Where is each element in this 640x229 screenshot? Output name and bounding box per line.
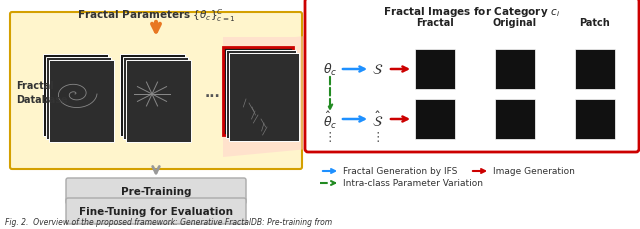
FancyBboxPatch shape bbox=[305, 0, 639, 152]
FancyBboxPatch shape bbox=[66, 198, 246, 224]
Text: Fractal: Fractal bbox=[416, 18, 454, 28]
Text: $\hat{\theta}_c$: $\hat{\theta}_c$ bbox=[323, 109, 337, 130]
Text: Fractal
Database: Fractal Database bbox=[16, 81, 68, 104]
Text: Fractal Generation by IFS: Fractal Generation by IFS bbox=[343, 167, 458, 176]
Text: ⋮: ⋮ bbox=[324, 131, 336, 144]
Text: Fractal Parameters $\{\theta_c\}_{c=1}^{C}$: Fractal Parameters $\{\theta_c\}_{c=1}^{… bbox=[77, 7, 236, 24]
FancyBboxPatch shape bbox=[575, 50, 615, 90]
FancyBboxPatch shape bbox=[495, 50, 535, 90]
Text: $\theta_c$: $\theta_c$ bbox=[323, 62, 337, 78]
FancyBboxPatch shape bbox=[229, 54, 299, 141]
Text: Fine-Tuning for Evaluation: Fine-Tuning for Evaluation bbox=[79, 206, 233, 216]
FancyBboxPatch shape bbox=[495, 100, 535, 139]
Text: Patch: Patch bbox=[580, 18, 611, 28]
Text: Original: Original bbox=[493, 18, 537, 28]
FancyBboxPatch shape bbox=[125, 61, 191, 142]
FancyBboxPatch shape bbox=[66, 178, 246, 204]
Text: Intra-class Parameter Variation: Intra-class Parameter Variation bbox=[343, 179, 483, 188]
FancyBboxPatch shape bbox=[45, 58, 111, 139]
FancyBboxPatch shape bbox=[226, 51, 296, 138]
Text: Fig. 2.  Overview of the proposed framework: Generative FractalDB: Pre-training : Fig. 2. Overview of the proposed framewo… bbox=[5, 217, 332, 226]
Text: $\mathcal{S}$: $\mathcal{S}$ bbox=[372, 63, 383, 77]
FancyBboxPatch shape bbox=[223, 48, 293, 135]
Text: ⋮: ⋮ bbox=[372, 131, 384, 144]
FancyBboxPatch shape bbox=[575, 100, 615, 139]
Text: Image Generation: Image Generation bbox=[493, 167, 575, 176]
Polygon shape bbox=[223, 3, 636, 157]
Text: Fractal Images for Category $c_i$: Fractal Images for Category $c_i$ bbox=[383, 5, 561, 19]
FancyBboxPatch shape bbox=[122, 58, 188, 139]
FancyBboxPatch shape bbox=[10, 13, 302, 169]
Text: Pre-Training: Pre-Training bbox=[121, 186, 191, 196]
FancyBboxPatch shape bbox=[415, 100, 455, 139]
FancyBboxPatch shape bbox=[42, 55, 108, 136]
FancyBboxPatch shape bbox=[120, 55, 184, 136]
Text: $\hat{\mathcal{S}}$: $\hat{\mathcal{S}}$ bbox=[372, 110, 383, 129]
FancyBboxPatch shape bbox=[49, 61, 113, 142]
FancyBboxPatch shape bbox=[415, 50, 455, 90]
Text: ...: ... bbox=[204, 86, 220, 100]
